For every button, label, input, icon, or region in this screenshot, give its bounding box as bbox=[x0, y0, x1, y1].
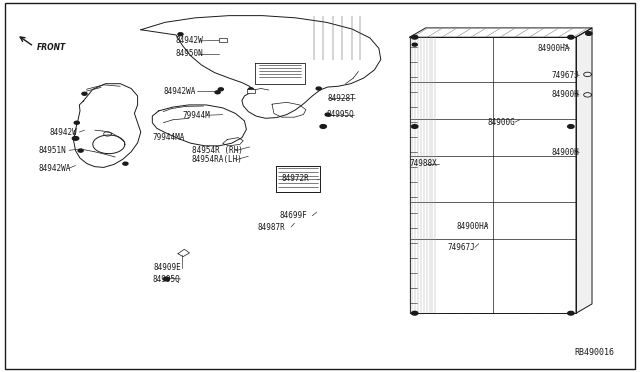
Polygon shape bbox=[74, 121, 79, 124]
Text: 74967J: 74967J bbox=[448, 243, 476, 252]
Polygon shape bbox=[412, 311, 418, 315]
Text: 84942W: 84942W bbox=[176, 36, 204, 45]
Polygon shape bbox=[576, 28, 592, 313]
Text: 84995Q: 84995Q bbox=[152, 275, 180, 284]
Polygon shape bbox=[218, 88, 223, 91]
Text: 84950N: 84950N bbox=[176, 49, 204, 58]
Text: 84954RA(LH): 84954RA(LH) bbox=[192, 155, 243, 164]
Polygon shape bbox=[78, 149, 83, 152]
Polygon shape bbox=[412, 35, 418, 39]
Polygon shape bbox=[248, 88, 253, 91]
Bar bbox=[247, 89, 255, 93]
Text: 84995Q: 84995Q bbox=[326, 110, 354, 119]
Text: 84900G: 84900G bbox=[488, 118, 515, 126]
Polygon shape bbox=[123, 162, 128, 165]
Text: 79944M: 79944M bbox=[182, 111, 210, 120]
Polygon shape bbox=[410, 28, 592, 37]
Text: 84972R: 84972R bbox=[282, 174, 309, 183]
Text: 79944MA: 79944MA bbox=[152, 133, 185, 142]
Text: 84951N: 84951N bbox=[38, 146, 66, 155]
Polygon shape bbox=[568, 125, 574, 128]
Text: 84928T: 84928T bbox=[328, 94, 355, 103]
Polygon shape bbox=[320, 125, 326, 128]
Text: 84954R (RH): 84954R (RH) bbox=[192, 146, 243, 155]
Polygon shape bbox=[72, 137, 79, 140]
Polygon shape bbox=[316, 87, 321, 90]
Polygon shape bbox=[215, 91, 220, 94]
Text: RB490016: RB490016 bbox=[575, 348, 614, 357]
Bar bbox=[219, 38, 227, 42]
Text: 84900H: 84900H bbox=[552, 148, 579, 157]
Polygon shape bbox=[568, 311, 574, 315]
Text: 84900H: 84900H bbox=[552, 90, 579, 99]
Text: FRONT: FRONT bbox=[37, 43, 67, 52]
Polygon shape bbox=[568, 35, 574, 39]
Text: 84987R: 84987R bbox=[257, 223, 285, 232]
Text: 74967J: 74967J bbox=[552, 71, 579, 80]
Polygon shape bbox=[412, 125, 418, 128]
Text: 84900HA: 84900HA bbox=[457, 222, 490, 231]
Text: 84942WA: 84942WA bbox=[38, 164, 71, 173]
Text: 84942WA: 84942WA bbox=[163, 87, 196, 96]
Polygon shape bbox=[178, 33, 183, 36]
Text: 84909E: 84909E bbox=[154, 263, 181, 272]
Polygon shape bbox=[82, 92, 87, 95]
Polygon shape bbox=[163, 277, 170, 281]
Polygon shape bbox=[412, 43, 417, 46]
Polygon shape bbox=[586, 32, 592, 35]
Text: 84900HA: 84900HA bbox=[538, 44, 570, 53]
Text: 74988X: 74988X bbox=[410, 159, 437, 168]
Text: 84699F: 84699F bbox=[280, 211, 307, 220]
Polygon shape bbox=[325, 113, 330, 116]
Text: 84942W: 84942W bbox=[50, 128, 77, 137]
